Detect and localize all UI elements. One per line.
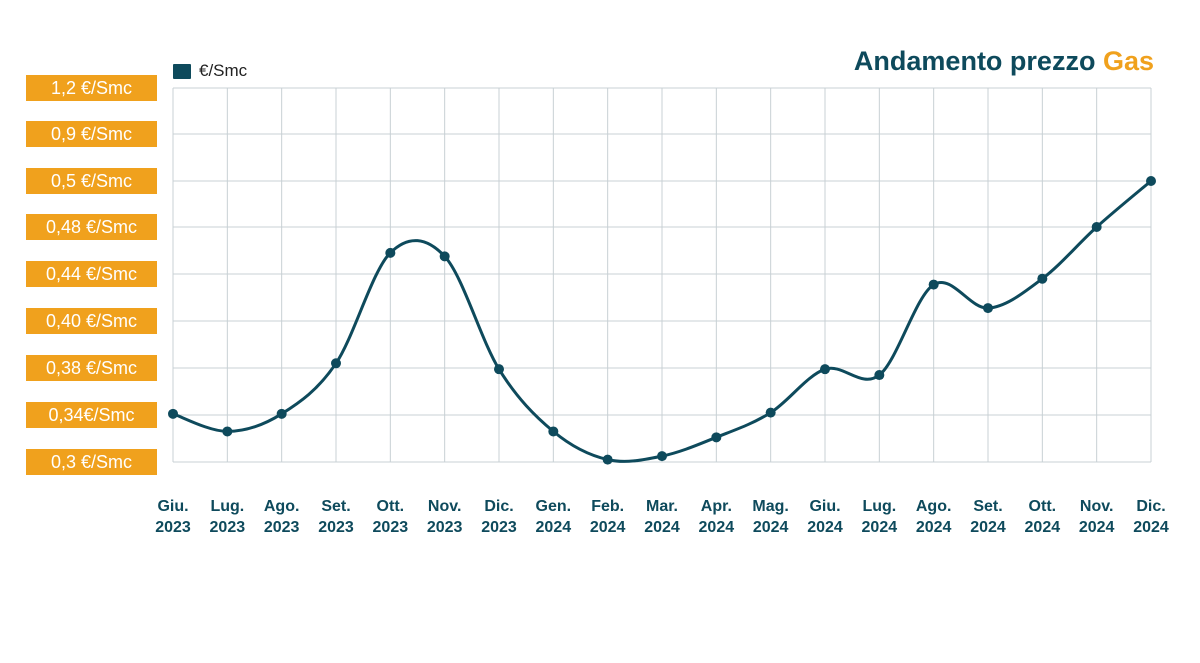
x-tick-month: Giu. [809,498,841,515]
data-point [1091,222,1102,232]
x-tick-year: 2024 [1078,519,1115,536]
y-tick-label: 0,34€/Smc [26,402,157,428]
data-point [765,407,776,418]
x-tick-year: 2024 [861,519,898,536]
x-tick-label: Gen. 2024 [518,496,588,538]
x-tick-year: 2023 [318,519,354,536]
y-tick-label: 0,5 €/Smc [26,168,157,194]
x-tick-year: 2024 [915,519,952,536]
x-tick-month: Mar. [645,498,678,515]
data-point [874,370,885,381]
x-tick-label: Mar. 2024 [627,496,697,538]
x-tick-label: Giu. 2023 [138,496,208,538]
y-tick-label: 0,40 €/Smc [26,308,157,334]
data-point [657,451,667,462]
chart-title: Andamento prezzo Gas [854,46,1154,77]
data-point [494,364,504,375]
y-tick-label: 0,3 €/Smc [26,449,157,475]
data-point [276,408,287,419]
x-tick-year: 2023 [481,519,517,536]
x-tick-month: Mag. [752,498,789,515]
data-point [983,303,993,314]
x-tick-month: Ago. [915,498,952,515]
x-tick-month: Apr. [700,498,732,515]
data-point [222,426,233,437]
x-tick-month: Dic. [484,498,514,515]
y-tick-label: 0,44 €/Smc [26,261,157,287]
chart-title-main: Andamento prezzo [853,46,1096,76]
x-tick-year: 2023 [263,519,300,536]
data-point [711,432,722,443]
data-point [1146,176,1156,186]
x-tick-year: 2024 [644,519,680,536]
x-tick-month: Feb. [591,498,625,515]
x-tick-label: Set. 2023 [301,496,371,538]
x-tick-year: 2024 [535,519,572,536]
x-tick-label: Ago. 2023 [247,496,317,538]
x-tick-month: Ott. [376,498,405,515]
x-tick-month: Set. [973,498,1003,515]
y-tick-label: 0,38 €/Smc [26,355,157,381]
x-tick-month: Lug. [862,498,897,515]
y-tick-label: 1,2 €/Smc [26,75,157,101]
data-point [439,251,450,262]
x-tick-label: Dic. 2024 [1116,496,1186,538]
x-tick-month: Nov. [1079,498,1114,515]
data-point [928,279,939,290]
chart-title-accent: Gas [1102,46,1154,76]
x-tick-year: 2024 [807,519,843,536]
x-tick-label: Nov. 2024 [1062,496,1132,538]
data-point [820,364,830,375]
x-tick-month: Ago. [263,498,300,515]
x-tick-month: Lug. [210,498,245,515]
x-tick-label: Ott. 2023 [355,496,425,538]
x-tick-label: Mag. 2024 [736,496,806,538]
x-tick-month: Dic. [1136,498,1166,515]
data-point [602,454,613,465]
x-tick-label: Nov. 2023 [410,496,480,538]
x-tick-label: Dic. 2023 [464,496,534,538]
data-point [548,426,559,437]
x-tick-month: Giu. [157,498,189,515]
data-point [168,408,178,419]
x-tick-year: 2024 [1024,519,1061,536]
x-tick-year: 2024 [698,519,735,536]
x-tick-month: Nov. [427,498,462,515]
x-tick-label: Lug. 2024 [844,496,914,538]
x-tick-label: Lug. 2023 [192,496,262,538]
legend-swatch [173,63,191,79]
x-tick-year: 2024 [1133,519,1169,536]
x-tick-year: 2024 [589,519,626,536]
y-tick-label: 0,48 €/Smc [26,214,157,240]
x-tick-year: 2023 [209,519,246,536]
x-tick-label: Ago. 2024 [899,496,969,538]
x-tick-label: Feb. 2024 [573,496,643,538]
legend: €/Smc [173,61,247,81]
x-tick-month: Ott. [1028,498,1057,515]
x-tick-year: 2023 [426,519,463,536]
x-tick-label: Giu. 2024 [790,496,860,538]
x-tick-year: 2023 [155,519,191,536]
x-tick-label: Set. 2024 [953,496,1023,538]
legend-label: €/Smc [199,61,248,80]
data-point [385,247,396,258]
x-tick-year: 2023 [372,519,409,536]
x-tick-month: Gen. [535,498,572,515]
x-tick-label: Apr. 2024 [681,496,751,538]
data-point [331,358,341,369]
x-tick-year: 2024 [752,519,789,536]
data-point [1037,273,1048,284]
y-tick-label: 0,9 €/Smc [26,121,157,147]
x-tick-year: 2024 [970,519,1006,536]
x-tick-label: Ott. 2024 [1007,496,1077,538]
x-tick-month: Set. [321,498,351,515]
